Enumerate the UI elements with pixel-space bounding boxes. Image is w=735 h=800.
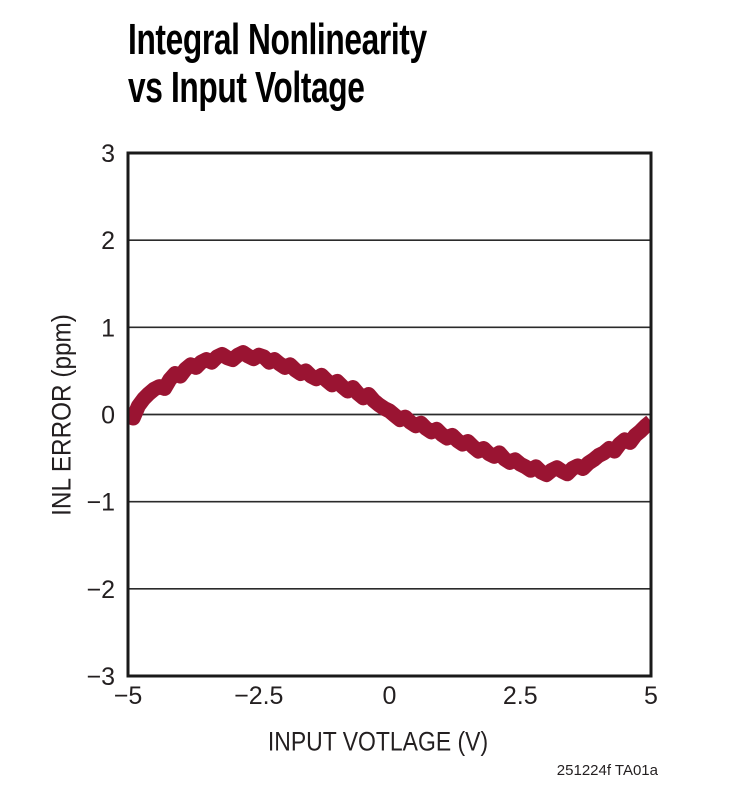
- figure-reference-code: 251224f TA01a: [556, 762, 658, 779]
- chart-title: Integral Nonlinearity vs Input Voltage: [128, 16, 427, 112]
- x-tick-label: −2.5: [234, 682, 283, 710]
- x-axis-title: INPUT VOTLAGE (V): [267, 726, 489, 757]
- inl-error-curve: [128, 345, 651, 483]
- y-tick-label: 0: [101, 402, 115, 430]
- x-tick-label: 5: [644, 682, 658, 710]
- plot-border: [126, 151, 653, 678]
- y-tick-label: 3: [101, 140, 115, 168]
- chart-title-line1: Integral Nonlinearity: [128, 15, 427, 64]
- y-tick-label: 1: [101, 314, 115, 342]
- y-tick-label: 2: [101, 227, 115, 255]
- x-tick-label: 0: [383, 682, 397, 710]
- y-tick-label: −3: [86, 663, 115, 691]
- x-tick-label: −5: [114, 682, 143, 710]
- y-axis-title: INL ERROR (ppm): [46, 314, 77, 516]
- y-tick-label: −2: [86, 576, 115, 604]
- x-tick-label: 2.5: [503, 682, 538, 710]
- y-tick-label: −1: [86, 489, 115, 517]
- chart-title-line2: vs Input Voltage: [128, 63, 365, 112]
